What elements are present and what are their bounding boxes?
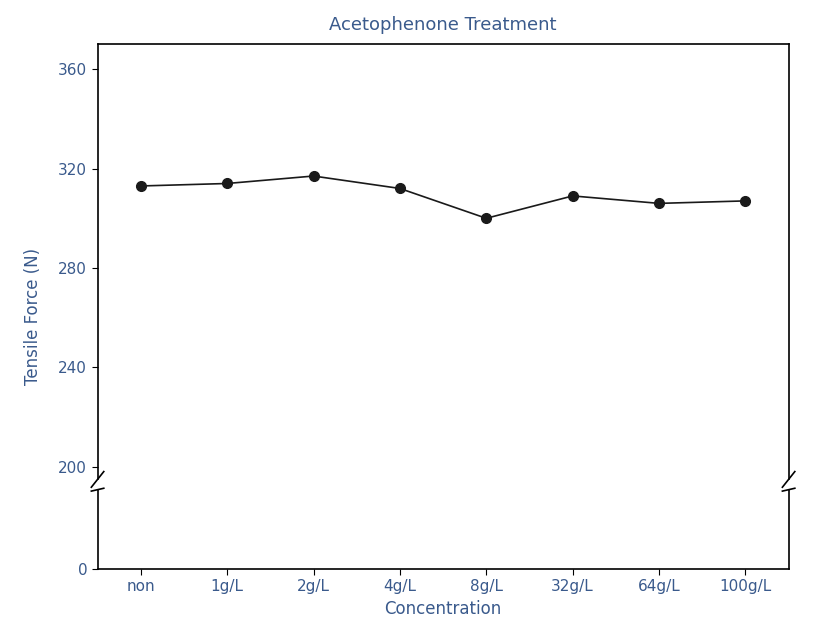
Text: Tensile Force (N): Tensile Force (N) [24,248,41,384]
Title: Acetophenone Treatment: Acetophenone Treatment [329,16,557,34]
X-axis label: Concentration: Concentration [385,600,502,617]
